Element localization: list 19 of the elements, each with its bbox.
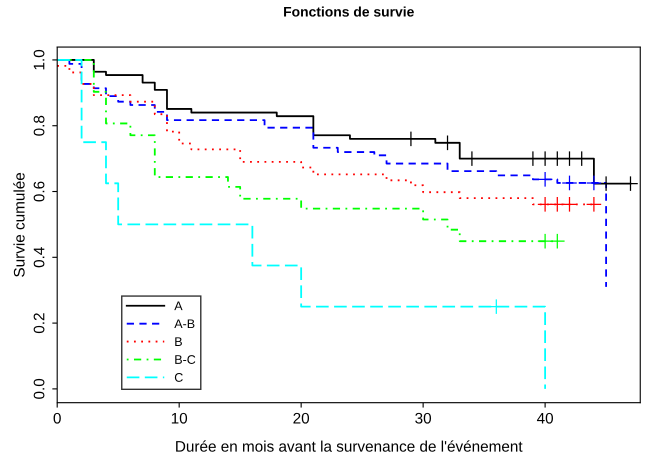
legend-label: C	[174, 373, 183, 382]
x-tick-label: 40	[536, 412, 554, 424]
x-tick-label: 30	[415, 412, 432, 424]
x-axis-title: Durée en mois avant la survenance de l'événement	[176, 440, 522, 452]
chart-title: Fonctions de survie	[284, 6, 414, 17]
x-tick-label: 0	[54, 412, 61, 424]
y-tick-label: 0.0	[34, 378, 44, 399]
y-tick-label: 0.6	[34, 182, 44, 202]
legend-label: A	[174, 302, 183, 310]
legend-label: B-C	[175, 355, 196, 364]
y-tick-label: 0.4	[34, 247, 44, 268]
y-tick-label: 0.8	[34, 116, 44, 136]
x-tick-label: 20	[293, 412, 310, 424]
legend-label: A-B	[174, 319, 194, 328]
legend-label: B	[175, 337, 182, 346]
x-tick-label: 10	[172, 412, 188, 424]
y-tick-label: 1.0	[34, 50, 44, 70]
y-tick-label: 0.2	[34, 313, 44, 334]
y-axis-title: Survie cumulée	[13, 172, 25, 277]
